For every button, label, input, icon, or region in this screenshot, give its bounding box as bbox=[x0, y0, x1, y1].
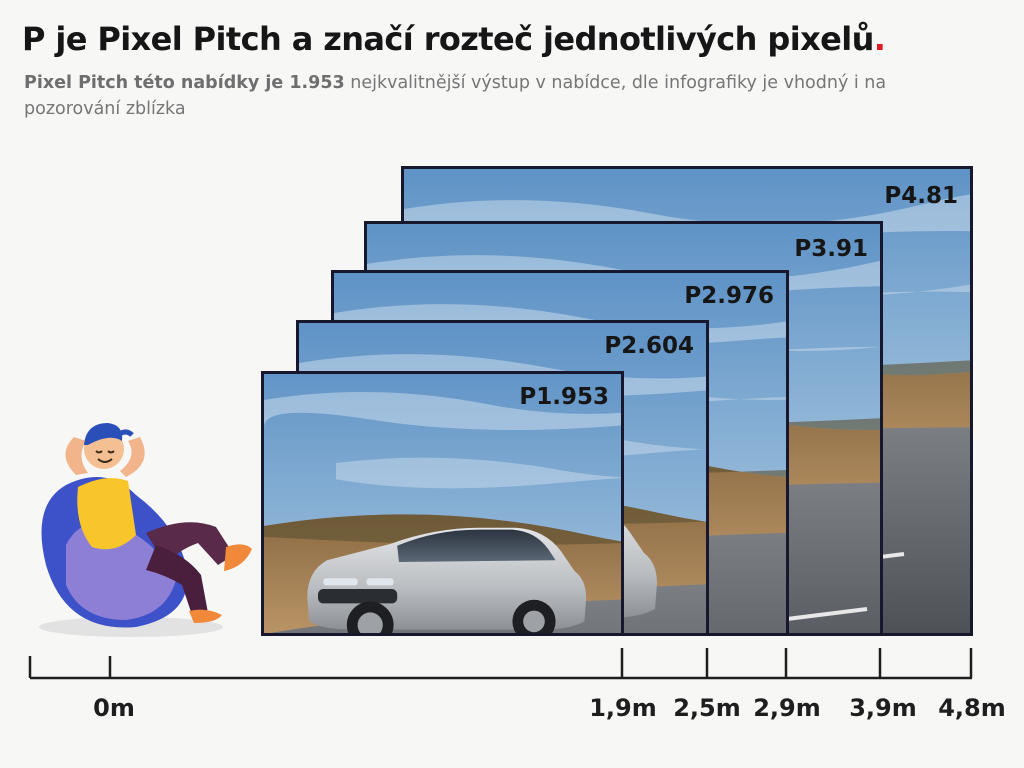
distance-ruler bbox=[28, 648, 973, 680]
pitch-label: P2.976 bbox=[684, 283, 774, 309]
car-on-road-photo bbox=[264, 374, 621, 633]
distance-label: 1,9m bbox=[589, 694, 657, 722]
subtitle: Pixel Pitch této nabídky je 1.953 nejkva… bbox=[24, 70, 984, 122]
title-text: P je Pixel Pitch a značí rozteč jednotli… bbox=[22, 20, 874, 58]
page-title: P je Pixel Pitch a značí rozteč jednotli… bbox=[22, 20, 886, 58]
pitch-label: P4.81 bbox=[884, 183, 958, 209]
subtitle-text: nejkvalitnější výstup v nabídce, dle inf… bbox=[24, 73, 887, 119]
pitch-label: P2.604 bbox=[604, 333, 694, 359]
pitch-label: P3.91 bbox=[794, 236, 868, 262]
distance-label: 0m bbox=[93, 694, 135, 722]
screen-p1-953: P1.953 bbox=[261, 371, 624, 636]
subtitle-highlight: Pixel Pitch této nabídky je 1.953 bbox=[24, 73, 345, 93]
title-accent-dot: . bbox=[873, 20, 886, 58]
person-on-beanbag-illustration bbox=[39, 423, 252, 637]
distance-label: 2,5m bbox=[673, 694, 741, 722]
distance-label: 4,8m bbox=[938, 694, 1006, 722]
pitch-label: P1.953 bbox=[519, 384, 609, 410]
distance-label: 2,9m bbox=[753, 694, 821, 722]
distance-label: 3,9m bbox=[849, 694, 917, 722]
